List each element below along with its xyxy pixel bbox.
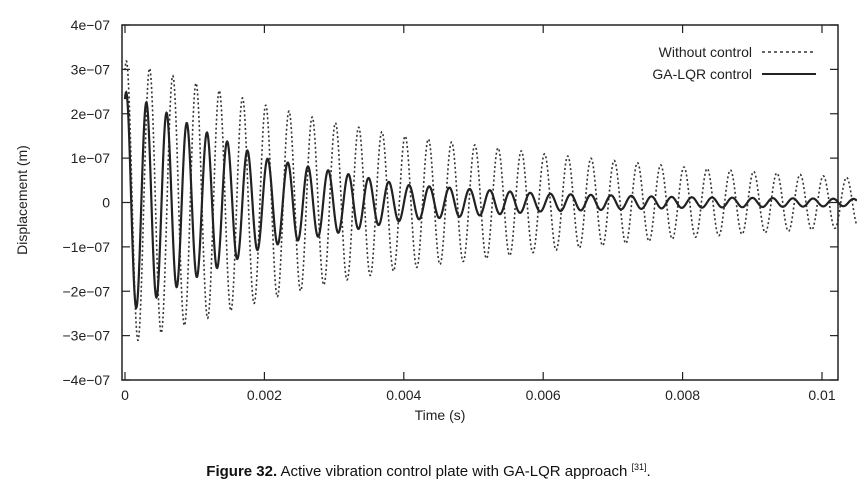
y-axis-label: Displacement (m)	[14, 145, 30, 255]
caption-label: Figure 32.	[206, 463, 278, 480]
y-tick-label: −2e−07	[63, 283, 111, 299]
legend-label-without-control: Without control	[659, 44, 752, 60]
x-axis-label: Time (s)	[415, 407, 466, 423]
y-tick-label: 3e−07	[71, 61, 111, 77]
y-tick-label: 4e−07	[71, 17, 111, 33]
caption-text: Active vibration control plate with GA-L…	[277, 463, 632, 480]
x-tick-label: 0.004	[386, 387, 421, 403]
legend: Without control GA-LQR control	[652, 44, 816, 82]
y-tick-label: 1e−07	[71, 150, 111, 166]
y-tick-label: −3e−07	[63, 328, 111, 344]
x-tick-label: 0.006	[526, 387, 561, 403]
y-tick-label: −1e−07	[63, 239, 111, 255]
x-tick-label: 0.01	[808, 387, 835, 403]
series-line-without-control	[124, 60, 857, 342]
x-tick-label: 0	[121, 387, 129, 403]
y-tick-label: 2e−07	[71, 106, 111, 122]
legend-label-ga-lqr-control: GA-LQR control	[652, 66, 752, 82]
caption-end: .	[646, 463, 651, 480]
y-tick-label: −4e−07	[63, 372, 111, 388]
series-line-ga-lqr-control	[123, 90, 857, 310]
x-tick-label: 0.008	[665, 387, 700, 403]
caption-reference: [31]	[631, 462, 647, 472]
x-tick-label: 0.002	[247, 387, 282, 403]
y-tick-label: 0	[102, 195, 110, 211]
figure-caption: Figure 32. Active vibration control plat…	[0, 462, 857, 480]
